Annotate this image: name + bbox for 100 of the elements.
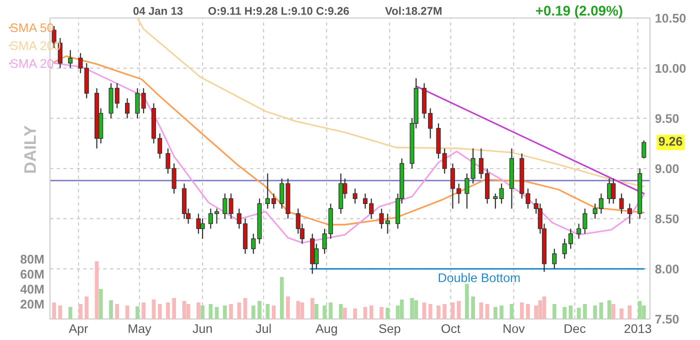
candlestick xyxy=(352,188,358,204)
bar xyxy=(593,306,598,319)
y-tick-label: 80M xyxy=(20,254,44,264)
legend-label: SMA 20 xyxy=(10,59,54,68)
text: Vol:18.27M xyxy=(385,6,442,15)
bar xyxy=(136,306,140,319)
x-tick-label: Aug xyxy=(316,324,337,336)
candlestick xyxy=(611,178,616,204)
line-series xyxy=(136,18,645,188)
bar xyxy=(52,302,56,319)
x-tick-label: Sep xyxy=(379,324,400,336)
bar xyxy=(229,304,233,319)
bar xyxy=(607,300,612,319)
bar xyxy=(526,304,530,319)
bar xyxy=(186,304,190,319)
bar xyxy=(166,302,170,319)
bar xyxy=(142,302,146,319)
bar xyxy=(363,307,368,319)
bar xyxy=(386,308,390,319)
bar xyxy=(380,307,384,319)
bar xyxy=(611,304,616,319)
text: DAILY xyxy=(24,126,36,173)
bar xyxy=(620,308,624,319)
text: 04 Jan 13 xyxy=(133,7,183,15)
candlestick xyxy=(125,98,130,119)
bar xyxy=(638,301,642,319)
x-tick-label: Nov xyxy=(504,324,525,334)
bar xyxy=(442,304,447,319)
bar xyxy=(182,301,186,319)
bar xyxy=(222,306,227,319)
bar xyxy=(485,304,490,319)
x-tick-label: May xyxy=(128,324,152,336)
bar xyxy=(296,301,300,319)
candlestick xyxy=(552,248,557,270)
text: O:9.11 H:9.28 L:9.10 C:9.26 xyxy=(208,7,349,15)
bar xyxy=(172,298,176,319)
candlestick xyxy=(200,218,205,240)
bar xyxy=(214,307,219,319)
bar xyxy=(125,306,130,319)
bar xyxy=(328,302,333,319)
bar xyxy=(465,284,469,319)
bar xyxy=(520,302,524,319)
bar xyxy=(414,300,418,319)
candlestick xyxy=(627,203,632,224)
candlestick xyxy=(470,148,476,184)
x-tick-label: Jul xyxy=(256,324,271,334)
bar xyxy=(78,304,82,319)
bar xyxy=(237,302,242,319)
bar xyxy=(353,308,358,319)
candlestick xyxy=(464,172,470,210)
bar xyxy=(286,296,290,319)
bar xyxy=(58,306,62,319)
bar xyxy=(582,304,587,319)
bar xyxy=(314,304,318,319)
bar xyxy=(243,298,248,319)
bar xyxy=(493,307,498,319)
y-tick-label: 20M xyxy=(20,300,44,309)
bar xyxy=(422,302,426,319)
bar xyxy=(272,306,276,319)
bar xyxy=(280,277,284,319)
bar xyxy=(479,302,484,319)
bar xyxy=(84,296,89,319)
bar xyxy=(436,306,440,319)
candlestick xyxy=(619,193,624,214)
bar xyxy=(322,306,327,319)
bar xyxy=(98,289,103,319)
bar xyxy=(310,298,314,319)
bar xyxy=(300,302,304,319)
bar xyxy=(266,304,270,319)
bar xyxy=(115,304,120,319)
x-tick-label: Jun xyxy=(192,324,212,334)
x-tick-label: 2013 xyxy=(624,324,652,334)
bar xyxy=(109,300,113,319)
bar xyxy=(628,306,632,319)
legend-label: SMA 50 xyxy=(10,23,54,32)
bar xyxy=(158,304,162,319)
bar xyxy=(456,301,461,319)
y-tick-label: 9.00 xyxy=(655,164,679,174)
bar xyxy=(94,261,99,319)
bar xyxy=(538,300,542,319)
bar xyxy=(338,304,343,319)
bar xyxy=(500,306,504,319)
x-tick-label: Apr xyxy=(68,324,88,336)
annotation: Double Bottom xyxy=(438,273,520,282)
bar xyxy=(251,306,256,319)
bar xyxy=(200,306,204,319)
candlestick xyxy=(642,140,646,160)
candlestick xyxy=(166,148,170,174)
candlestick xyxy=(68,50,73,69)
x-tick-label: Dec xyxy=(564,324,586,334)
y-tick-label: 10.50 xyxy=(656,14,686,23)
bar xyxy=(410,298,414,319)
bar xyxy=(552,304,556,319)
x-tick-label: Oct xyxy=(442,324,460,334)
candlestick xyxy=(141,88,146,114)
bar xyxy=(208,304,213,319)
y-tick-label: 7.50 xyxy=(655,314,679,324)
bar xyxy=(400,300,404,319)
y-tick-label: 8.00 xyxy=(655,264,679,274)
bar xyxy=(258,301,262,319)
